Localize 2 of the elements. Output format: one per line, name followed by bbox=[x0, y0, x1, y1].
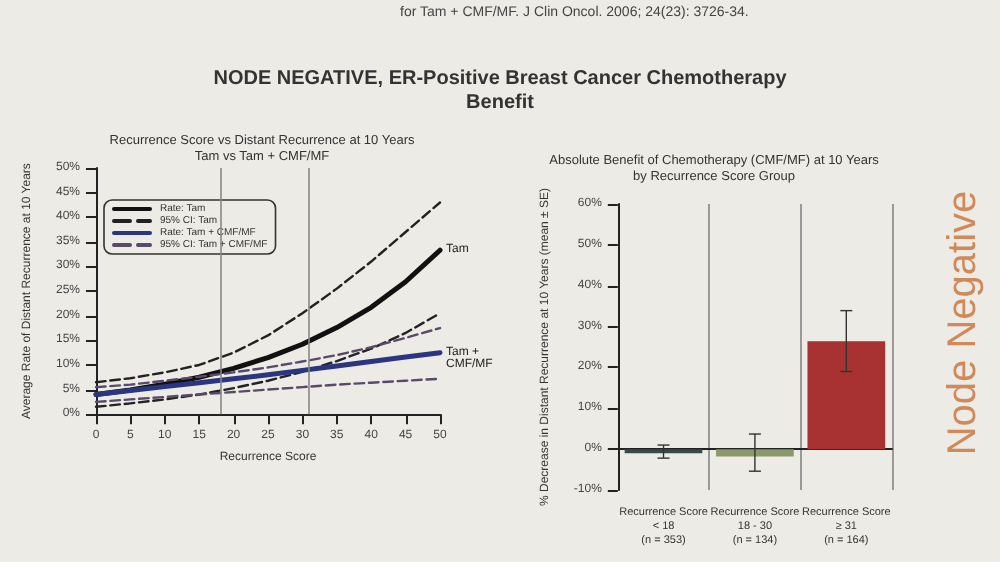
text: Node Negative bbox=[941, 190, 988, 456]
text: NODE NEGATIVE, ER-Positive Breast Cancer Chemotherapy Benefit bbox=[211, 68, 789, 116]
